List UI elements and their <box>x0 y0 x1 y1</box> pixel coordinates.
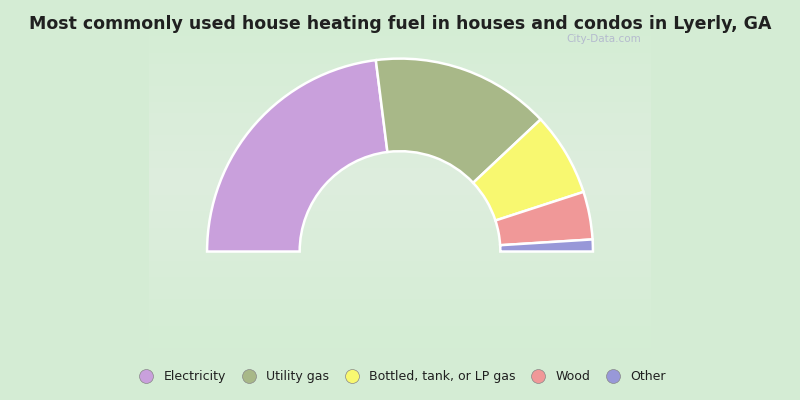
Bar <box>149 64 651 69</box>
Bar <box>149 288 651 293</box>
Bar <box>149 222 651 228</box>
Bar <box>149 315 651 321</box>
Bar <box>149 129 651 135</box>
Bar <box>149 321 651 326</box>
Bar <box>149 80 651 86</box>
Bar <box>149 266 651 272</box>
Bar <box>149 86 651 91</box>
Bar <box>149 20 651 26</box>
Bar <box>149 31 651 36</box>
Bar <box>149 157 651 162</box>
Bar <box>149 310 651 315</box>
Bar <box>149 250 651 255</box>
Bar <box>149 190 651 195</box>
Bar <box>149 299 651 304</box>
Bar <box>149 162 651 168</box>
Wedge shape <box>473 120 583 220</box>
Bar <box>149 47 651 53</box>
Bar <box>149 151 651 157</box>
Bar <box>149 102 651 108</box>
Bar <box>149 58 651 64</box>
Bar <box>149 173 651 178</box>
Bar <box>149 277 651 282</box>
Wedge shape <box>207 60 387 252</box>
Bar <box>149 91 651 96</box>
Bar <box>149 75 651 80</box>
Bar <box>149 124 651 129</box>
Bar <box>149 135 651 140</box>
Bar <box>149 42 651 47</box>
Bar <box>149 118 651 124</box>
Wedge shape <box>376 58 541 183</box>
Bar <box>149 178 651 184</box>
Legend: Electricity, Utility gas, Bottled, tank, or LP gas, Wood, Other: Electricity, Utility gas, Bottled, tank,… <box>129 365 671 388</box>
Bar <box>149 255 651 260</box>
Bar <box>149 342 651 348</box>
Bar <box>149 211 651 217</box>
Bar <box>149 26 651 31</box>
Bar <box>149 168 651 173</box>
Bar <box>149 244 651 250</box>
Bar <box>149 195 651 200</box>
Bar <box>149 332 651 337</box>
Bar <box>149 260 651 266</box>
Bar <box>149 337 651 342</box>
Bar <box>149 200 651 206</box>
Text: Most commonly used house heating fuel in houses and condos in Lyerly, GA: Most commonly used house heating fuel in… <box>29 15 771 33</box>
Bar <box>149 228 651 233</box>
Bar <box>149 233 651 239</box>
Wedge shape <box>495 192 593 245</box>
Bar <box>149 206 651 211</box>
Bar <box>149 239 651 244</box>
Bar <box>149 293 651 299</box>
Bar <box>149 140 651 146</box>
Text: City-Data.com: City-Data.com <box>566 34 641 44</box>
Bar <box>149 108 651 113</box>
Bar <box>149 326 651 332</box>
Bar <box>149 272 651 277</box>
Bar <box>149 217 651 222</box>
Bar <box>149 113 651 118</box>
Polygon shape <box>149 20 651 348</box>
Bar <box>149 36 651 42</box>
Wedge shape <box>500 240 593 252</box>
Bar <box>149 282 651 288</box>
Bar <box>149 146 651 151</box>
Bar <box>149 69 651 75</box>
Bar <box>149 304 651 310</box>
Bar <box>149 184 651 190</box>
Bar <box>149 96 651 102</box>
Bar <box>149 53 651 58</box>
